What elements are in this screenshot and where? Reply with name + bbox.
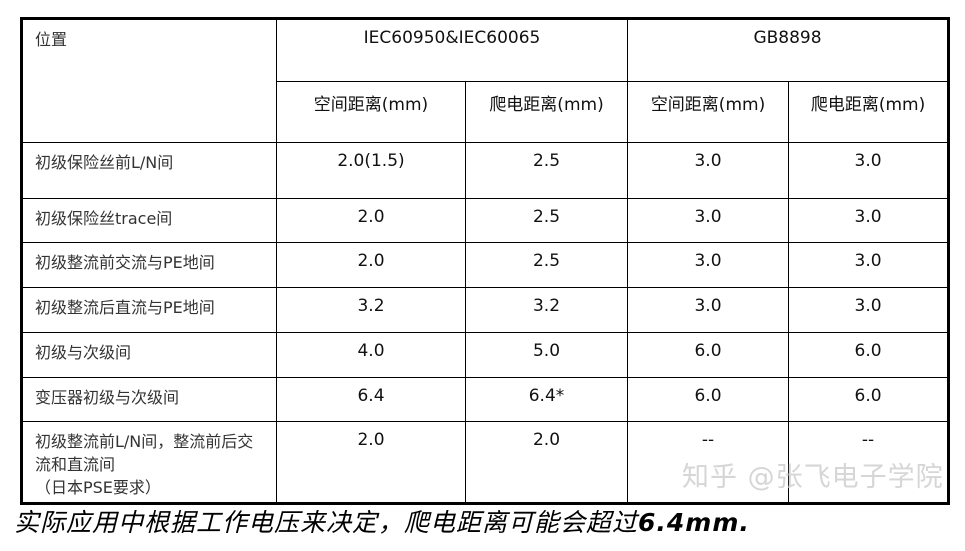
cell: 2.0 (464, 421, 629, 504)
cell: 3.0 (627, 142, 790, 199)
header-location: 位置 (21, 18, 277, 143)
table-row: 初级整流前交流与PE地间 2.0 2.5 3.0 3.0 (21, 242, 950, 288)
cell: 6.0 (788, 377, 950, 422)
cell: 2.0(1.5) (276, 142, 466, 199)
cell: 3.0 (788, 198, 950, 243)
cell: 5.0 (464, 332, 629, 378)
cell: 2.5 (464, 142, 629, 199)
cell: 6.0 (627, 377, 790, 422)
subheader-clearance: 空间距离(mm) (627, 81, 790, 143)
cell: 3.0 (788, 287, 950, 333)
table-row: 初级整流前L/N间，整流前后交流和直流间 （日本PSE要求） 2.0 2.0 -… (21, 421, 950, 504)
row-location: 初级整流前交流与PE地间 (21, 242, 277, 288)
cell: 2.0 (276, 198, 466, 243)
row-location: 变压器初级与次级间 (21, 377, 277, 422)
table-row: 初级与次级间 4.0 5.0 6.0 6.0 (21, 332, 950, 378)
cell: 3.0 (627, 198, 790, 243)
cell: 3.0 (627, 287, 790, 333)
cell: 2.0 (276, 421, 466, 504)
cell: -- (788, 421, 950, 504)
footnote-text: 实际应用中根据工作电压来决定，爬电距离可能会超过 (14, 508, 639, 537)
cell: 3.2 (464, 287, 629, 333)
subheader-creepage: 爬电距离(mm) (788, 81, 950, 143)
header-iec: IEC60950&IEC60065 (275, 18, 629, 82)
subheader-clearance: 空间距离(mm) (276, 81, 466, 143)
table-row: 变压器初级与次级间 6.4 6.4* 6.0 6.0 (21, 377, 950, 422)
row-location-note: （日本PSE要求） (35, 478, 161, 497)
cell: 3.0 (627, 242, 790, 288)
clearance-creepage-table: 位置 IEC60950&IEC60065 GB8898 空间距离(mm) 爬电距… (20, 17, 951, 505)
cell: 3.0 (788, 142, 950, 199)
cell: 6.4 (276, 377, 466, 422)
subheader-creepage: 爬电距离(mm) (464, 81, 629, 143)
cell: 2.5 (464, 198, 629, 243)
cell: 6.4* (464, 377, 629, 422)
row-location-text: 初级整流前L/N间，整流前后交流和直流间 (35, 432, 254, 474)
cell: 6.0 (788, 332, 950, 378)
header-gb: GB8898 (627, 18, 950, 82)
row-location: 初级保险丝trace间 (21, 198, 277, 243)
row-location: 初级与次级间 (21, 332, 277, 378)
cell: 3.0 (788, 242, 950, 288)
watermark: 知乎 @张飞电子学院 (682, 462, 944, 493)
row-location: 初级整流后直流与PE地间 (21, 287, 277, 333)
cell: 4.0 (276, 332, 466, 378)
row-location: 初级保险丝前L/N间 (21, 142, 277, 199)
row-location: 初级整流前L/N间，整流前后交流和直流间 （日本PSE要求） (21, 421, 277, 504)
cell: 2.5 (464, 242, 629, 288)
table-row: 初级保险丝前L/N间 2.0(1.5) 2.5 3.0 3.0 (21, 142, 950, 199)
cell: -- (627, 421, 790, 504)
footnote-value: 6.4mm. (638, 508, 750, 537)
table-row: 初级保险丝trace间 2.0 2.5 3.0 3.0 (21, 198, 950, 243)
table-row: 初级整流后直流与PE地间 3.2 3.2 3.0 3.0 (21, 287, 950, 333)
cell: 6.0 (627, 332, 790, 378)
cell: 2.0 (276, 242, 466, 288)
footnote: 实际应用中根据工作电压来决定，爬电距离可能会超过6.4mm. (14, 508, 750, 538)
cell: 3.2 (276, 287, 466, 333)
